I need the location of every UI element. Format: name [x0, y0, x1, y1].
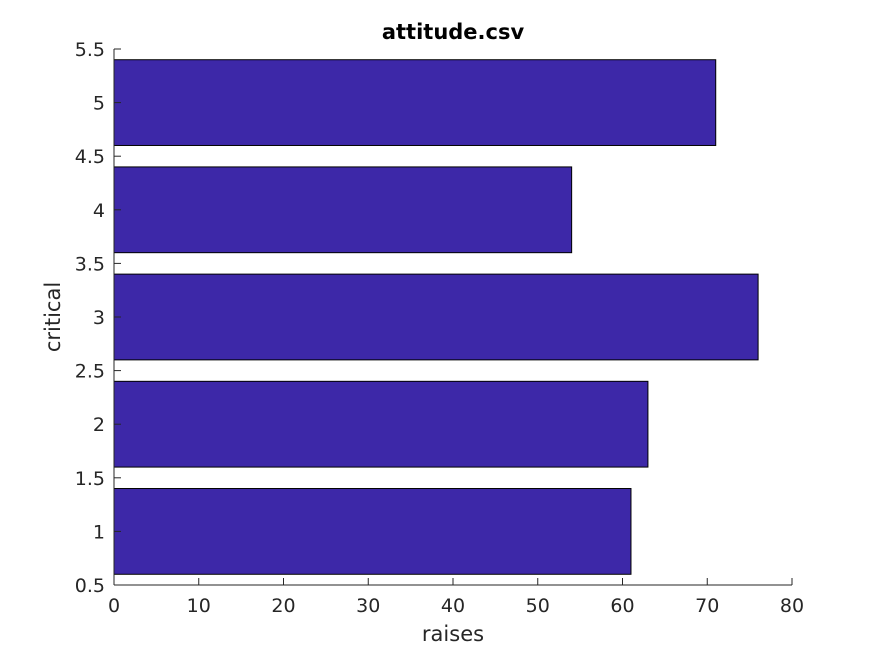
- x-tick-label: 50: [526, 595, 550, 617]
- y-tick-label: 3.5: [75, 253, 105, 275]
- y-tick-label: 1.5: [75, 468, 105, 490]
- axes-group: 0 10 20 30 40 50 60 70 80 0.5 1 1.5 2 2.5 3 3.5 4 4.5 5 5.5: [75, 39, 804, 617]
- y-tick-label: 2.5: [75, 361, 105, 383]
- y-tick-label: 5: [93, 93, 105, 115]
- x-tick-label: 20: [271, 595, 295, 617]
- x-axis-label: raises: [422, 622, 484, 646]
- x-tick-label: 0: [108, 595, 120, 617]
- y-tick-label: 4.5: [75, 146, 105, 168]
- x-tick-label: 30: [356, 595, 380, 617]
- x-tick-label: 40: [441, 595, 465, 617]
- x-tick-label: 10: [187, 595, 211, 617]
- y-tick-label: 0.5: [75, 575, 105, 597]
- x-tick-label: 70: [695, 595, 719, 617]
- y-tick-label: 3: [93, 307, 105, 329]
- bars-group: [113, 59, 759, 575]
- y-tick-label: 5.5: [75, 39, 105, 61]
- bar-4: [113, 166, 573, 254]
- x-tick-label: 80: [780, 595, 804, 617]
- y-tick-label: 4: [93, 200, 105, 222]
- x-tick-label: 60: [610, 595, 634, 617]
- bar-3: [113, 273, 759, 361]
- bar-1: [113, 488, 632, 575]
- chart-title: attitude.csv: [382, 20, 525, 44]
- bar-5: [113, 59, 717, 146]
- y-tick-label: 2: [93, 414, 105, 436]
- y-axis-label: critical: [41, 282, 65, 352]
- bar-2: [113, 380, 649, 468]
- y-tick-label: 1: [93, 521, 105, 543]
